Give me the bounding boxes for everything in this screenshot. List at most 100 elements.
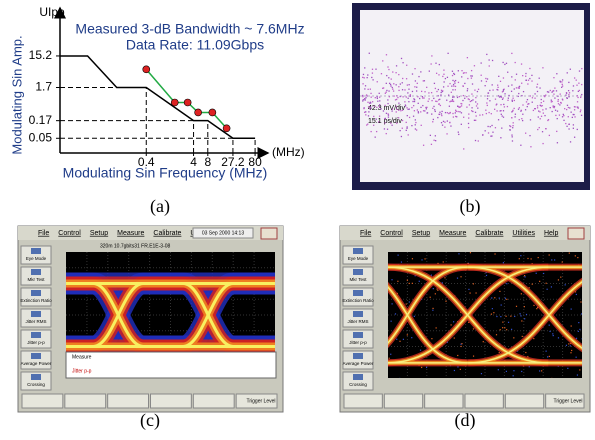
noise-dot [451, 92, 452, 93]
noise-dot [519, 107, 520, 108]
noise-dot [497, 85, 498, 86]
noise-dot [547, 91, 548, 92]
noise-dot [503, 90, 504, 91]
noise-dot [515, 79, 516, 80]
eye-speckle [577, 374, 578, 375]
noise-dot [553, 77, 554, 78]
noise-dot [529, 135, 530, 136]
noise-dot [512, 125, 513, 126]
noise-dot [577, 95, 578, 96]
noise-dot [554, 87, 555, 88]
eye-speckle [421, 367, 422, 368]
noise-dot [510, 126, 511, 127]
button-icon [353, 269, 363, 275]
noise-dot [458, 70, 459, 71]
noise-dot [502, 115, 503, 116]
noise-dot [506, 63, 507, 64]
noise-dot [486, 54, 487, 55]
noise-dot [449, 83, 450, 84]
eye-speckle [552, 333, 553, 334]
noise-dot [518, 93, 519, 94]
noise-dot [521, 118, 522, 119]
eye-speckle [397, 255, 398, 256]
noise-dot [449, 122, 450, 123]
noise-dot [402, 62, 403, 63]
noise-dot [516, 74, 517, 75]
status-box [344, 394, 382, 408]
eye-speckle [578, 331, 579, 332]
noise-dot [372, 79, 373, 80]
noise-dot [500, 110, 501, 111]
eye-speckle [468, 289, 469, 290]
noise-dot [383, 110, 384, 111]
eye-speckle [491, 297, 492, 298]
eye-speckle [407, 334, 408, 335]
eye-speckle [409, 301, 410, 302]
noise-dot [511, 84, 512, 85]
measure-readout: Jitter p-p [72, 368, 92, 374]
noise-dot [537, 129, 538, 130]
noise-dot [529, 68, 530, 69]
eye-speckle [432, 310, 433, 311]
noise-dot [558, 103, 559, 104]
noise-dot [527, 104, 528, 105]
eye-speckle [443, 261, 444, 262]
noise-dot [574, 116, 575, 117]
eye-speckle [496, 316, 497, 317]
eye-speckle [503, 262, 504, 263]
eye-speckle [419, 281, 420, 282]
button-icon [31, 248, 41, 254]
noise-dot [418, 103, 419, 104]
eye-speckle [513, 375, 514, 376]
eye-speckle [519, 258, 520, 259]
noise-dot [439, 114, 440, 115]
noise-dot [498, 95, 499, 96]
noise-dot [553, 94, 554, 95]
noise-dot [408, 84, 409, 85]
data-point [209, 109, 216, 116]
noise-dot [496, 89, 497, 90]
noise-dot [508, 85, 509, 86]
noise-dot [396, 95, 397, 96]
noise-dot [415, 119, 416, 120]
button-icon [31, 332, 41, 338]
noise-dot [559, 81, 560, 82]
noise-dot [447, 120, 448, 121]
noise-dot [576, 79, 577, 80]
noise-dot [498, 76, 499, 77]
noise-dot [494, 109, 495, 110]
noise-dot [422, 105, 423, 106]
eye-speckle [505, 316, 506, 317]
eye-speckle [525, 352, 526, 353]
eye-speckle [579, 329, 580, 330]
eye-speckle [483, 341, 484, 342]
noise-dot [536, 86, 537, 87]
button-icon [353, 311, 363, 317]
eye-speckle [412, 283, 413, 284]
noise-dot [492, 89, 493, 90]
eye-speckle [566, 345, 567, 346]
noise-dot [525, 76, 526, 77]
eye-speckle [508, 322, 509, 323]
noise-dot [369, 53, 370, 54]
noise-dot [487, 98, 488, 99]
eye-speckle [407, 280, 408, 281]
noise-dot [395, 99, 396, 100]
side-button-label: Mkr Test [350, 277, 368, 282]
eye-speckle [431, 338, 432, 339]
noise-dot [541, 102, 542, 103]
noise-dot [475, 140, 476, 141]
noise-dot [400, 110, 401, 111]
noise-dot [431, 113, 432, 114]
noise-dot [492, 132, 493, 133]
noise-dot [554, 106, 555, 107]
noise-dot [526, 101, 527, 102]
noise-dot [388, 116, 389, 117]
noise-dot [413, 105, 414, 106]
button-icon [353, 248, 363, 254]
noise-dot [512, 110, 513, 111]
button-icon [353, 353, 363, 359]
noise-dot [390, 84, 391, 85]
noise-dot [515, 62, 516, 63]
noise-dot [446, 100, 447, 101]
